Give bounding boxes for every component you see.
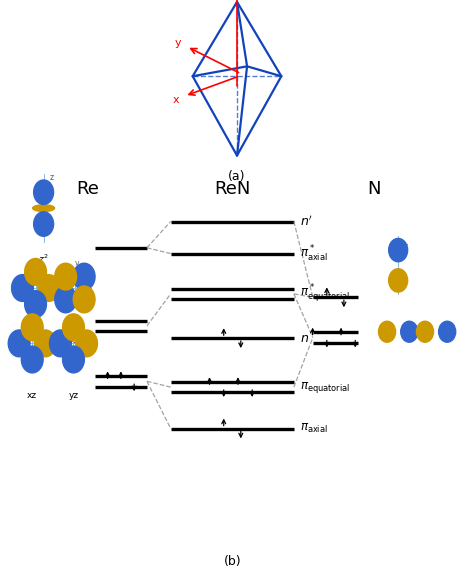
Circle shape <box>63 314 84 340</box>
Text: x: x <box>383 327 387 336</box>
Text: yz: yz <box>68 391 79 400</box>
Text: ReN: ReN <box>214 180 250 198</box>
Text: $\pi_{\mathrm{equatorial}}$: $\pi_{\mathrm{equatorial}}$ <box>300 380 350 395</box>
Circle shape <box>21 346 43 373</box>
Text: y: y <box>73 314 78 323</box>
Circle shape <box>73 286 95 313</box>
Circle shape <box>49 330 71 357</box>
Text: $\pi_{\mathrm{axial}}$: $\pi_{\mathrm{axial}}$ <box>300 422 328 435</box>
Circle shape <box>55 286 76 313</box>
Text: y: y <box>449 327 454 336</box>
Text: Re: Re <box>76 180 99 198</box>
Circle shape <box>63 346 84 373</box>
Circle shape <box>38 275 60 301</box>
Circle shape <box>379 321 396 342</box>
Text: xz: xz <box>27 391 37 400</box>
Circle shape <box>25 258 46 285</box>
Circle shape <box>76 330 98 357</box>
Text: $n$: $n$ <box>300 332 309 345</box>
Circle shape <box>55 263 76 290</box>
Circle shape <box>417 321 434 342</box>
Text: z: z <box>404 241 408 251</box>
Text: $\pi^*_{\mathrm{equatorial}}$: $\pi^*_{\mathrm{equatorial}}$ <box>300 283 350 305</box>
Circle shape <box>73 263 95 290</box>
Text: (a): (a) <box>228 170 246 184</box>
Circle shape <box>25 291 46 318</box>
Text: $n'$: $n'$ <box>300 215 312 229</box>
Text: x: x <box>32 314 36 323</box>
Circle shape <box>34 180 54 205</box>
Circle shape <box>389 238 408 262</box>
Text: x: x <box>17 280 21 290</box>
Circle shape <box>401 321 418 342</box>
Text: x: x <box>173 94 180 104</box>
Text: (b): (b) <box>223 556 241 568</box>
Text: y: y <box>35 259 40 268</box>
Circle shape <box>438 321 456 342</box>
Text: z: z <box>55 336 59 345</box>
Text: N: N <box>368 180 381 198</box>
Text: $\pi^*_{\mathrm{axial}}$: $\pi^*_{\mathrm{axial}}$ <box>300 244 328 264</box>
Text: $z^2$: $z^2$ <box>38 252 49 265</box>
Text: z: z <box>49 173 54 182</box>
Text: $x^2$-$y^2$: $x^2$-$y^2$ <box>24 336 47 350</box>
Circle shape <box>389 269 408 292</box>
Text: y: y <box>74 259 79 268</box>
Circle shape <box>11 275 33 301</box>
Text: xy: xy <box>70 336 80 345</box>
Ellipse shape <box>33 205 55 212</box>
Circle shape <box>21 314 43 340</box>
Circle shape <box>35 330 56 357</box>
Text: z: z <box>14 336 18 345</box>
Circle shape <box>8 330 30 357</box>
Circle shape <box>34 212 54 236</box>
Text: y: y <box>175 38 182 48</box>
